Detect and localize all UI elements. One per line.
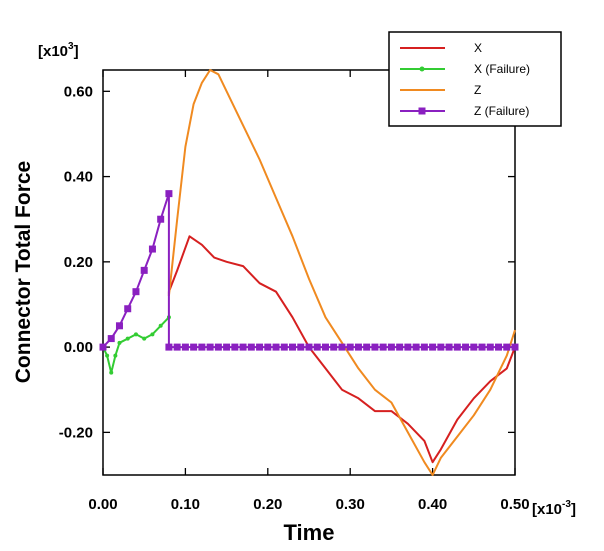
data-point-z-failure (206, 343, 214, 351)
data-point-x-failure (105, 353, 110, 358)
data-point-z-failure (247, 343, 255, 351)
data-point-z-failure (140, 266, 148, 274)
data-point-z-failure (437, 343, 445, 351)
x-multiplier-label: [x10-3] (532, 499, 576, 518)
x-tick-label: 0.10 (171, 496, 200, 513)
data-point-z-failure (371, 343, 379, 351)
series-line-z (167, 69, 516, 476)
x-tick-label: 0.20 (253, 496, 282, 513)
ticks-layer: 0.00 0.10 0.20 0.30 0.40 0.50 -0.20 0.00 0.20 0.4… (59, 70, 530, 513)
data-point-z-failure (453, 343, 461, 351)
legend: X X (Failure) Z Z (Failure) (388, 31, 562, 127)
data-point-z-failure (280, 343, 288, 351)
legend-marker-x-failure (419, 66, 425, 72)
data-point-z-failure (305, 343, 313, 351)
data-point-z-failure (214, 343, 222, 351)
x-axis-title: Time (284, 520, 335, 545)
data-point-z-failure (330, 343, 338, 351)
legend-label-x-failure: X (Failure) (474, 62, 530, 76)
legend-label-x: X (474, 41, 482, 55)
data-point-z-failure (107, 335, 115, 343)
data-point-z-failure (190, 343, 198, 351)
data-point-z-failure (256, 343, 264, 351)
data-point-z-failure (387, 343, 395, 351)
y-tick-label: 0.60 (64, 83, 93, 100)
data-point-z-failure (420, 343, 428, 351)
data-point-z-failure (165, 343, 173, 351)
legend-label-z-failure: Z (Failure) (474, 104, 529, 118)
data-point-z-failure (503, 343, 511, 351)
x-tick-label: 0.30 (336, 496, 365, 513)
data-point-z-failure (363, 343, 371, 351)
legend-label-z: Z (474, 83, 481, 97)
data-point-z-failure (173, 343, 181, 351)
data-point-z-failure (157, 215, 165, 223)
data-point-z-failure (165, 190, 173, 198)
data-point-x-failure (142, 336, 147, 341)
data-point-z-failure (313, 343, 321, 351)
data-point-z-failure (115, 322, 123, 330)
y-axis-title: Connector Total Force (12, 161, 35, 383)
data-point-z-failure (470, 343, 478, 351)
data-point-z-failure (198, 343, 206, 351)
data-point-x-failure (150, 332, 155, 337)
data-point-z-failure (396, 343, 404, 351)
series-layer (99, 69, 519, 476)
data-point-z-failure (321, 343, 329, 351)
y-tick-label: -0.20 (59, 424, 93, 441)
data-point-z-failure (412, 343, 420, 351)
data-point-z-failure (511, 343, 519, 351)
data-point-z-failure (297, 343, 305, 351)
data-point-z-failure (231, 343, 239, 351)
data-point-z-failure (124, 305, 132, 313)
data-point-z-failure (429, 343, 437, 351)
data-point-x-failure (109, 370, 114, 375)
legend-marker-z-failure (418, 107, 426, 115)
data-point-x-failure (133, 332, 138, 337)
data-point-z-failure (264, 343, 272, 351)
data-point-x-failure (158, 323, 163, 328)
y-tick-label: 0.00 (64, 339, 93, 356)
data-point-z-failure (148, 245, 156, 253)
data-point-z-failure (181, 343, 189, 351)
series-line-x (167, 235, 516, 464)
legend-items: X X (Failure) Z Z (Failure) (400, 41, 530, 118)
data-point-z-failure (223, 343, 231, 351)
data-point-z-failure (338, 343, 346, 351)
y-tick-label: 0.20 (64, 254, 93, 271)
x-tick-label: 0.50 (500, 496, 529, 513)
data-point-z-failure (132, 288, 140, 296)
data-point-z-failure (379, 343, 387, 351)
y-tick-label: 0.40 (64, 169, 93, 186)
data-point-x-failure (113, 353, 118, 358)
data-point-z-failure (478, 343, 486, 351)
y-multiplier-label: [x103] (38, 41, 79, 60)
data-point-z-failure (404, 343, 412, 351)
x-tick-label: 0.40 (418, 496, 447, 513)
data-point-x-failure (117, 340, 122, 345)
data-point-z-failure (99, 343, 107, 351)
series-line-z-failure (102, 192, 515, 349)
data-point-z-failure (289, 343, 297, 351)
data-point-z-failure (272, 343, 280, 351)
data-point-z-failure (445, 343, 453, 351)
data-point-z-failure (346, 343, 354, 351)
data-point-x-failure (125, 336, 130, 341)
data-point-z-failure (486, 343, 494, 351)
plot-frame (102, 69, 516, 476)
data-point-z-failure (495, 343, 503, 351)
data-point-z-failure (239, 343, 247, 351)
data-point-z-failure (354, 343, 362, 351)
x-tick-label: 0.00 (88, 496, 117, 513)
data-point-z-failure (462, 343, 470, 351)
